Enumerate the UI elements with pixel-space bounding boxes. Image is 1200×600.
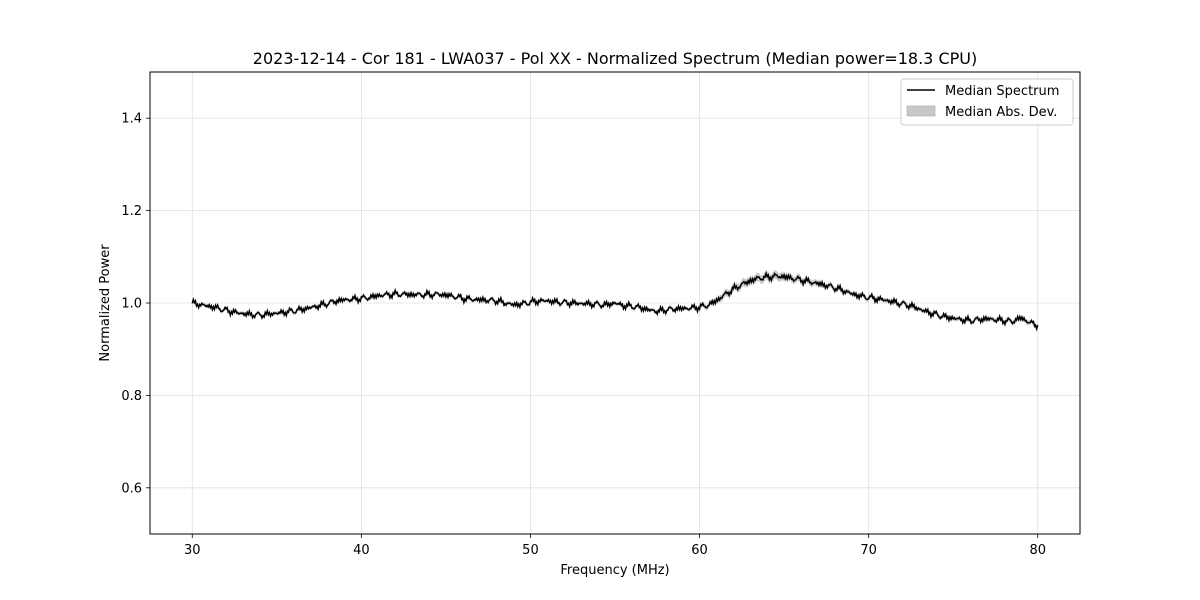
y-tick-label: 1.4	[121, 112, 142, 127]
x-tick-label: 30	[184, 543, 201, 558]
x-axis-label: Frequency (MHz)	[560, 563, 669, 578]
y-tick-label: 1.0	[121, 297, 142, 312]
y-axis-ticks: 0.6 0.8 1.0 1.2 1.4	[121, 112, 150, 496]
chart-title: 2023-12-14 - Cor 181 - LWA037 - Pol XX -…	[253, 49, 977, 68]
legend-mad-swatch	[906, 105, 936, 117]
x-tick-label: 60	[691, 543, 708, 558]
median-spectrum-line	[191, 270, 1039, 332]
y-tick-label: 0.6	[121, 481, 142, 496]
y-axis-label: Normalized Power	[98, 244, 113, 362]
x-axis-ticks: 30 40 50 60 70 80	[184, 534, 1046, 558]
x-tick-label: 70	[860, 543, 877, 558]
y-tick-label: 1.2	[121, 204, 142, 219]
y-tick-label: 0.8	[121, 389, 142, 404]
legend-median-label: Median Spectrum	[945, 84, 1059, 99]
x-tick-label: 50	[522, 543, 539, 558]
legend-box	[900, 78, 1074, 126]
legend-mad-label: Median Abs. Dev.	[945, 105, 1057, 120]
x-tick-label: 80	[1029, 543, 1046, 558]
legend: Median Spectrum Median Abs. Dev.	[900, 78, 1074, 126]
x-tick-label: 40	[353, 543, 370, 558]
